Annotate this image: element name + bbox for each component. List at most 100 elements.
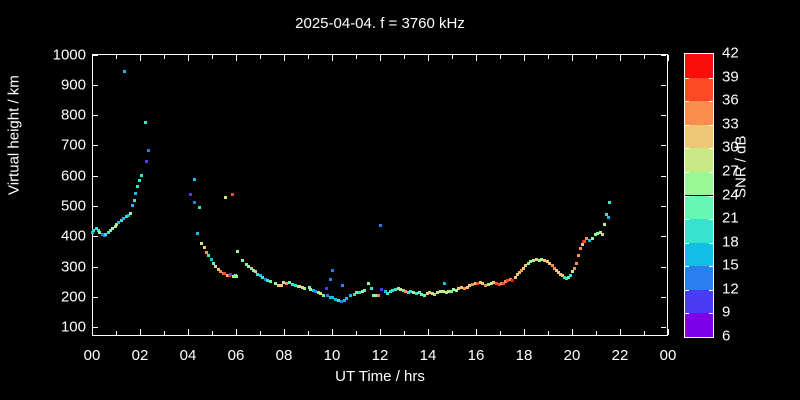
y-tick (661, 206, 666, 208)
x-tick (428, 329, 429, 335)
x-tick-label: 22 (611, 347, 629, 364)
data-point (394, 288, 398, 292)
data-point (108, 229, 112, 233)
data-point (345, 297, 349, 301)
x-tick (212, 55, 213, 59)
colorbar-tick (685, 195, 689, 197)
data-point (542, 258, 546, 262)
colorbar-tick-label: 30 (722, 138, 739, 156)
colorbar-tick (685, 171, 689, 173)
y-tick-label: 100 (60, 318, 86, 336)
data-point (444, 290, 448, 294)
data-point (391, 288, 395, 292)
data-point (570, 270, 574, 274)
colorbar-tick (685, 313, 689, 315)
data-point (433, 293, 437, 297)
data-point (340, 284, 344, 288)
colorbar-segment (685, 242, 713, 267)
data-point (261, 275, 265, 279)
x-tick (356, 55, 357, 59)
x-tick-label: 20 (563, 347, 581, 364)
data-point (211, 261, 215, 265)
data-point (492, 280, 496, 284)
colorbar-tick (709, 101, 713, 103)
data-point (205, 251, 209, 255)
data-point (386, 291, 390, 295)
y-tick (93, 206, 98, 208)
y-tick-label: 400 (60, 227, 86, 245)
data-point (494, 282, 498, 286)
colorbar-tick (709, 289, 713, 291)
data-point (476, 282, 480, 286)
data-point (90, 230, 94, 234)
data-point (307, 285, 311, 289)
x-tick (644, 55, 645, 59)
x-tick (620, 55, 621, 61)
data-point (502, 281, 506, 285)
data-point (484, 283, 488, 287)
data-point (342, 298, 346, 302)
y-tick-label: 500 (60, 197, 86, 215)
y-tick (661, 266, 666, 268)
y-tick (661, 327, 666, 329)
data-point (119, 219, 123, 223)
y-tick-label: 700 (60, 136, 86, 154)
x-tick (284, 55, 285, 61)
y-tick (661, 175, 666, 177)
data-point (376, 294, 380, 298)
x-tick (260, 331, 261, 335)
data-point (522, 267, 526, 271)
y-tick (93, 236, 98, 238)
data-point (216, 267, 220, 271)
data-point (473, 281, 477, 285)
y-tick (93, 115, 98, 117)
data-point (593, 233, 597, 237)
data-point (96, 229, 100, 233)
y-tick (93, 297, 98, 299)
data-point (596, 232, 600, 236)
data-point (110, 227, 114, 231)
x-tick (164, 55, 165, 59)
colorbar-tick-label: 27 (722, 162, 739, 180)
data-point (132, 198, 136, 202)
y-tick-label: 300 (60, 258, 86, 276)
colorbar-tick (685, 289, 689, 291)
data-point (401, 289, 405, 293)
colorbar-tick (709, 77, 713, 79)
x-tick (548, 331, 549, 335)
x-tick-label: 00 (659, 347, 677, 364)
data-point (319, 292, 323, 296)
x-tick (332, 55, 333, 61)
colorbar-segment (685, 171, 713, 196)
data-point (124, 215, 128, 219)
x-tick-label: 04 (179, 347, 197, 364)
colorbar-segment (685, 195, 713, 220)
colorbar-tick-label: 39 (722, 68, 739, 86)
y-tick (661, 84, 666, 86)
y-tick (93, 327, 98, 329)
data-point (251, 268, 255, 272)
data-point (113, 224, 117, 228)
y-tick-label: 600 (60, 167, 86, 185)
x-tick (476, 329, 477, 335)
data-point (263, 277, 267, 281)
data-point (514, 275, 518, 279)
data-point (486, 282, 490, 286)
data-point (200, 241, 204, 245)
data-point (258, 274, 262, 278)
data-point (417, 290, 421, 294)
data-point (253, 270, 257, 274)
x-tick (212, 331, 213, 335)
data-point (117, 221, 121, 225)
data-point (223, 272, 227, 276)
data-point (247, 265, 251, 269)
data-point (508, 277, 512, 281)
data-point (454, 288, 458, 292)
colorbar-tick (709, 266, 713, 268)
colorbar-tick (709, 313, 713, 315)
x-tick-label: 16 (467, 347, 485, 364)
colorbar-tick-label: 33 (722, 115, 739, 133)
data-point (537, 258, 541, 262)
data-point (129, 212, 133, 216)
data-point (115, 223, 119, 227)
